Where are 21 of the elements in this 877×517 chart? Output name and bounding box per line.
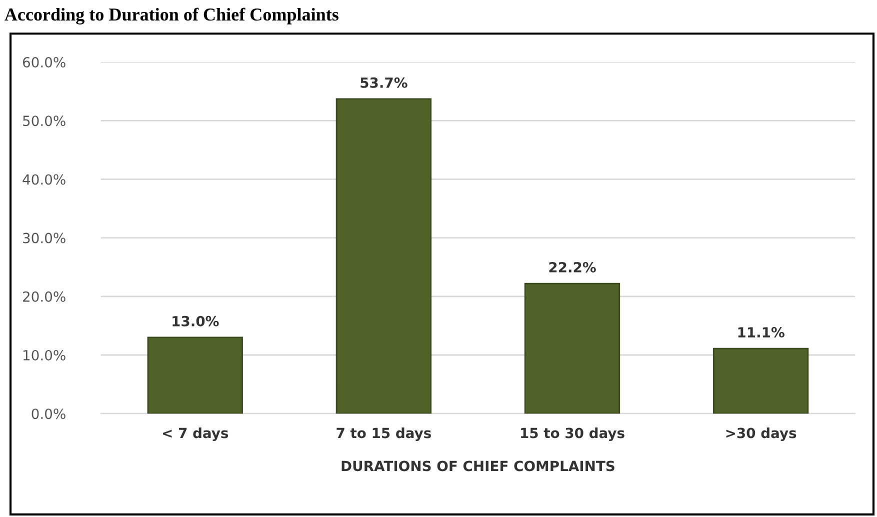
data-label: 22.2% <box>549 262 596 272</box>
x-tick-label: < 7 days <box>163 427 228 442</box>
y-tick-label: 40.0% <box>22 174 66 185</box>
x-tick-label: 7 to 15 days <box>336 427 431 442</box>
y-tick-label: 20.0% <box>23 291 66 302</box>
x-tick-label: >30 days <box>726 427 796 442</box>
chart-title: According to Duration of Chief Complaints <box>4 8 338 24</box>
y-tick-label: 0.0% <box>32 408 66 420</box>
bar <box>524 282 620 414</box>
bar <box>712 348 809 414</box>
y-tick-label: 60.0% <box>22 57 66 68</box>
y-tick-label: 50.0% <box>23 116 66 126</box>
y-tick-label: 10.0% <box>24 350 66 360</box>
bar <box>147 336 243 414</box>
x-tick-label: 15 to 30 days <box>521 427 624 442</box>
bar <box>336 98 432 414</box>
y-tick-label: 30.0% <box>23 232 66 244</box>
data-label: 13.0% <box>172 316 219 326</box>
x-axis-title: DURATIONS OF CHIEF COMPLAINTS <box>342 460 614 472</box>
data-label: 53.7% <box>360 77 408 88</box>
data-label: 11.1% <box>738 327 784 338</box>
